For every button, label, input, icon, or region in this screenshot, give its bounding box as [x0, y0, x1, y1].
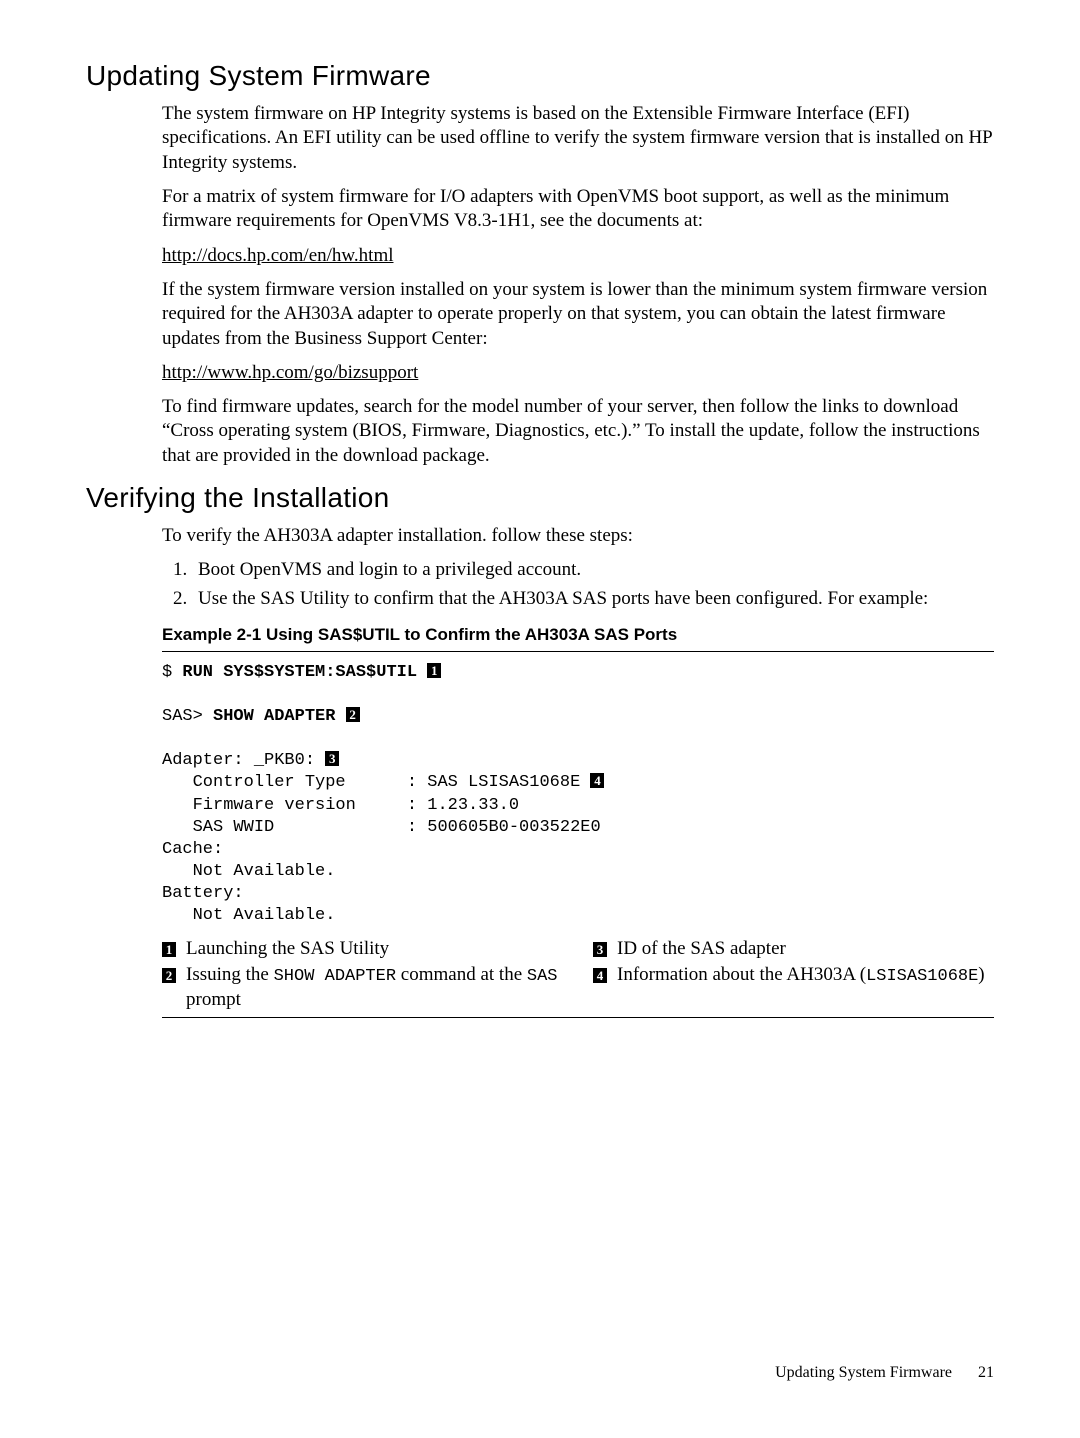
page-footer: Updating System Firmware 21	[775, 1364, 994, 1382]
footer-section-label: Updating System Firmware	[775, 1364, 952, 1381]
link-docs-hp[interactable]: http://docs.hp.com/en/hw.html	[162, 245, 394, 266]
callout-marker-3: 3	[325, 751, 339, 766]
code-command: SHOW ADAPTER	[213, 707, 335, 726]
callout-text-2: Issuing the SHOW ADAPTER command at the …	[186, 963, 563, 1012]
code-line: Adapter: _PKB0:	[162, 751, 315, 770]
page-number: 21	[978, 1364, 994, 1381]
callout-legend: 1 Launching the SAS Utility 2 Issuing th…	[162, 937, 994, 1014]
code-command: RUN SYS$SYSTEM:SAS$UTIL	[182, 663, 417, 682]
heading-updating-system-firmware: Updating System Firmware	[86, 60, 994, 92]
code-line: SAS WWID : 500605B0-003522E0	[162, 818, 601, 837]
paragraph: If the system firmware version installed…	[162, 278, 994, 351]
callout-num-4: 4	[593, 968, 607, 983]
steps-list: Boot OpenVMS and login to a privileged a…	[162, 558, 994, 611]
paragraph: For a matrix of system firmware for I/O …	[162, 185, 994, 234]
step-item: Use the SAS Utility to confirm that the …	[192, 587, 994, 611]
code-block: $ RUN SYS$SYSTEM:SAS$UTIL 1 SAS> SHOW AD…	[162, 662, 994, 927]
callout-text-1: Launching the SAS Utility	[186, 937, 563, 961]
heading-verifying-installation: Verifying the Installation	[86, 482, 994, 514]
link-bizsupport[interactable]: http://www.hp.com/go/bizsupport	[162, 362, 418, 383]
callout-marker-4: 4	[590, 773, 604, 788]
code-line: Not Available.	[162, 862, 335, 881]
callout-num-1: 1	[162, 942, 176, 957]
code-prompt: SAS>	[162, 707, 213, 726]
code-line: Firmware version : 1.23.33.0	[162, 796, 519, 815]
code-line: Controller Type : SAS LSISAS1068E	[162, 773, 580, 792]
step-item: Boot OpenVMS and login to a privileged a…	[192, 558, 994, 582]
paragraph: The system firmware on HP Integrity syst…	[162, 102, 994, 175]
code-line: Not Available.	[162, 906, 335, 925]
code-line: Battery:	[162, 884, 244, 903]
callout-num-3: 3	[593, 942, 607, 957]
callout-text-3: ID of the SAS adapter	[617, 937, 994, 961]
paragraph: To verify the AH303A adapter installatio…	[162, 524, 994, 548]
code-prompt: $	[162, 663, 182, 682]
callout-num-2: 2	[162, 968, 176, 983]
code-line: Cache:	[162, 840, 223, 859]
callout-marker-2: 2	[346, 707, 360, 722]
callout-text-4: Information about the AH303A (LSISAS1068…	[617, 963, 994, 988]
example-title: Example 2-1 Using SAS$UTIL to Confirm th…	[162, 625, 994, 645]
divider	[162, 1017, 994, 1018]
callout-marker-1: 1	[427, 663, 441, 678]
divider	[162, 651, 994, 652]
paragraph: To find firmware updates, search for the…	[162, 395, 994, 468]
